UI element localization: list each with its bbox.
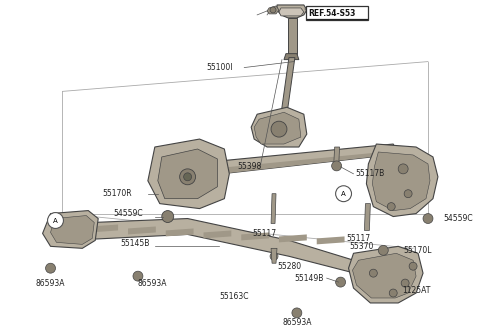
Polygon shape [43,211,98,248]
Circle shape [48,213,63,229]
Polygon shape [128,226,156,235]
Polygon shape [190,151,398,177]
Circle shape [133,271,143,281]
Text: 55145B: 55145B [120,239,150,248]
Polygon shape [279,8,304,16]
Polygon shape [271,248,277,263]
Text: 86593A: 86593A [36,278,65,288]
Polygon shape [317,236,345,244]
Circle shape [270,252,278,260]
Polygon shape [271,194,276,223]
Text: 55170R: 55170R [102,189,132,198]
Polygon shape [251,107,307,147]
Polygon shape [284,54,299,60]
Polygon shape [254,112,301,144]
Circle shape [292,308,302,318]
Circle shape [46,263,56,273]
Text: 55100I: 55100I [206,63,233,72]
Polygon shape [291,54,294,60]
Text: 86593A: 86593A [137,278,167,288]
Polygon shape [158,149,217,199]
Polygon shape [50,215,94,244]
Polygon shape [267,6,279,14]
Polygon shape [348,246,423,303]
Polygon shape [190,144,398,177]
Polygon shape [364,204,371,231]
Polygon shape [166,229,193,236]
Polygon shape [277,5,307,18]
Circle shape [378,245,388,255]
Polygon shape [241,233,269,240]
Polygon shape [279,235,307,242]
Circle shape [387,203,395,211]
Circle shape [401,279,409,287]
Polygon shape [334,147,339,167]
Polygon shape [352,253,416,298]
Circle shape [409,262,417,270]
Polygon shape [69,218,366,276]
Text: 55280: 55280 [277,262,301,271]
Text: A: A [341,191,346,197]
Polygon shape [90,224,118,233]
Text: A: A [53,217,58,223]
Text: 54559C: 54559C [443,214,472,223]
Circle shape [423,214,433,223]
Text: 55117: 55117 [347,234,371,243]
Circle shape [389,289,397,297]
Text: REF.54-S53: REF.54-S53 [308,10,355,18]
Polygon shape [204,231,231,238]
Text: 86593A: 86593A [282,318,312,327]
Text: 54559C: 54559C [113,209,143,218]
Circle shape [370,269,377,277]
Text: 55163C: 55163C [219,292,249,300]
Circle shape [271,121,287,137]
Circle shape [336,277,346,287]
Text: 55170L: 55170L [403,246,432,255]
Text: 55398: 55398 [237,162,261,171]
Circle shape [162,211,174,222]
Polygon shape [148,139,229,209]
Circle shape [270,7,276,13]
Polygon shape [281,58,295,114]
Text: 55370: 55370 [349,242,373,251]
Text: 55117: 55117 [252,229,276,238]
Circle shape [184,173,192,181]
Circle shape [398,164,408,174]
Circle shape [336,186,351,202]
Polygon shape [372,152,430,211]
Text: 55149B: 55149B [294,274,324,283]
Circle shape [404,190,412,198]
FancyBboxPatch shape [306,6,368,20]
Text: 55117B: 55117B [356,169,385,178]
Text: 1125AT: 1125AT [402,286,430,295]
Circle shape [180,169,195,185]
Circle shape [332,161,342,171]
Polygon shape [366,144,438,216]
Polygon shape [288,18,297,54]
